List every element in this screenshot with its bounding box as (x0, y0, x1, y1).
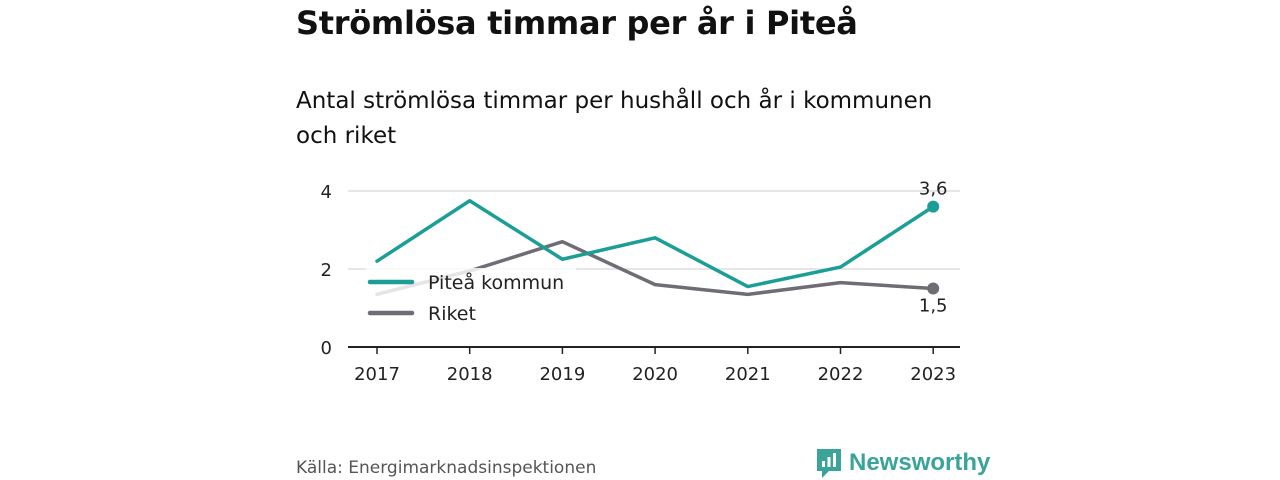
brand-name: Newsworthy (849, 449, 991, 476)
end-data-label: 3,6 (919, 179, 948, 200)
legend-background (366, 268, 576, 330)
x-tick-label: 2022 (818, 364, 864, 385)
end-point-marker (927, 200, 940, 213)
chart-title: Strömlösa timmar per år i Piteå (296, 4, 858, 42)
legend-label: Piteå kommun (428, 271, 564, 294)
y-tick-label: 2 (321, 260, 332, 281)
y-tick-label: 0 (321, 338, 332, 359)
y-tick-label: 4 (321, 182, 332, 203)
source-note: Källa: Energimarknadsinspektionen (296, 458, 597, 478)
end-data-label: 1,5 (919, 296, 948, 317)
x-tick-label: 2020 (632, 364, 678, 385)
brand[interactable]: Newsworthy (815, 447, 990, 479)
newsworthy-logo-icon (817, 449, 841, 478)
legend-label: Riket (428, 303, 476, 325)
x-tick-label: 2018 (447, 364, 493, 385)
series-line-pitea (375, 199, 935, 289)
x-tick-label: 2021 (725, 364, 771, 385)
line-chart: 0 2 4 2017 2018 2019 2020 2021 2022 2023 Piteå kom… (321, 179, 960, 385)
x-tick-label: 2019 (539, 364, 585, 385)
chart-subtitle: Antal strömlösa timmar per hushåll och å… (296, 88, 933, 149)
x-tick-label: 2017 (354, 364, 400, 385)
end-point-marker (927, 282, 940, 295)
x-tick-label: 2023 (910, 364, 956, 385)
